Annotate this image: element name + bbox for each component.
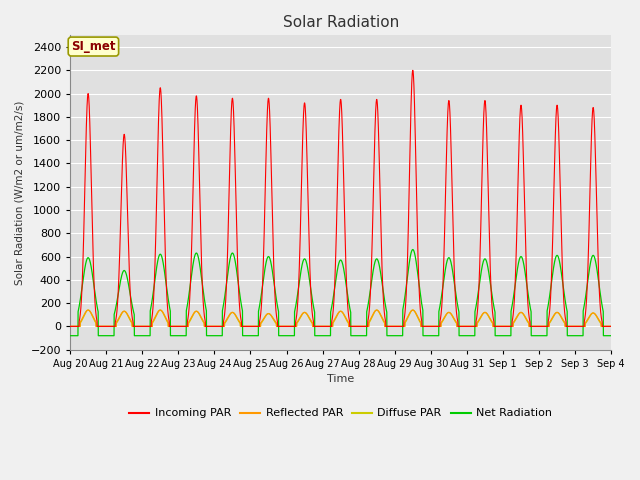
X-axis label: Time: Time [327, 374, 355, 384]
Title: Solar Radiation: Solar Radiation [282, 15, 399, 30]
Legend: Incoming PAR, Reflected PAR, Diffuse PAR, Net Radiation: Incoming PAR, Reflected PAR, Diffuse PAR… [125, 404, 557, 423]
Y-axis label: Solar Radiation (W/m2 or um/m2/s): Solar Radiation (W/m2 or um/m2/s) [15, 100, 25, 285]
Text: SI_met: SI_met [71, 40, 116, 53]
